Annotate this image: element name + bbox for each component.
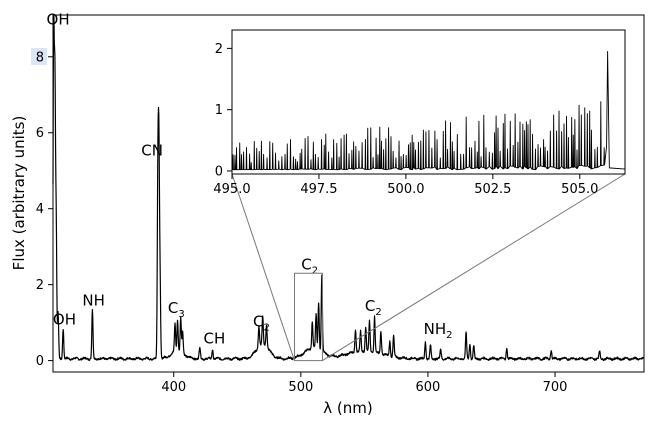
- main-plot-frame: [52, 14, 645, 373]
- tick-highlight: [31, 48, 47, 65]
- inset-y-tick-label: 1: [215, 103, 223, 118]
- band-label-subscript: 2: [446, 330, 452, 341]
- zoom-indicator: [231, 173, 626, 362]
- x-tick-label: 700: [543, 380, 568, 395]
- band-label-species: NH: [424, 320, 447, 338]
- inset-spectrum-group: [231, 51, 626, 171]
- inset-x-tick-label: 495.0: [213, 182, 250, 197]
- band-label-species: C: [301, 255, 311, 273]
- x-tick-label: 600: [416, 380, 441, 395]
- inset-plot-frame: [231, 29, 626, 175]
- band-label: C2: [253, 312, 270, 333]
- y-tick-label: 2: [36, 278, 44, 293]
- inset-y-axis: 0 1 2: [215, 42, 232, 179]
- y-tick-label: 8: [36, 50, 44, 65]
- x-tick-label: 500: [288, 380, 313, 395]
- main-x-axis: 400 500 600 700: [161, 372, 567, 395]
- x-tick-label: 400: [161, 380, 186, 395]
- main-spectrum-group: [52, 14, 645, 362]
- y-tick-label: 6: [36, 126, 44, 141]
- zoom-connector-right: [322, 173, 626, 362]
- inset-x-tick-label: 502.5: [474, 182, 511, 197]
- band-label-species: CN: [141, 142, 163, 160]
- band-label: C2: [301, 255, 318, 276]
- y-tick-label: 0: [36, 354, 44, 369]
- y-tick-label: 4: [36, 202, 44, 217]
- band-label-species: C: [365, 297, 375, 315]
- band-label: OH: [53, 311, 76, 329]
- band-label-species: C: [253, 312, 263, 330]
- band-label-subscript: 2: [375, 307, 381, 318]
- band-label: CN: [141, 142, 163, 160]
- inset-x-tick-label: 497.5: [300, 182, 337, 197]
- band-label: NH: [82, 292, 105, 310]
- inset-spectrum-line: [231, 51, 626, 171]
- band-label-subscript: 2: [263, 322, 269, 333]
- band-label-species: CH: [204, 330, 226, 348]
- band-label-subscript: 2: [312, 265, 318, 276]
- band-label-species: OH: [47, 10, 70, 28]
- band-label: NH2: [424, 320, 453, 341]
- inset-x-tick-label: 500.0: [387, 182, 424, 197]
- main-spectrum-line: [52, 14, 645, 362]
- main-y-axis: 0 2 4 6 8: [36, 50, 53, 369]
- band-label-species: C: [168, 299, 178, 317]
- band-label: OH: [47, 10, 70, 28]
- band-label: C2: [365, 297, 382, 318]
- inset-y-tick-label: 0: [215, 164, 223, 179]
- inset-x-axis: 495.0 497.5 500.0 502.5 505.0: [213, 174, 598, 197]
- zoom-box: [293, 272, 323, 362]
- inset-y-tick-label: 2: [215, 42, 223, 57]
- band-label-subscript: 3: [178, 309, 184, 320]
- band-label-species: OH: [53, 311, 76, 329]
- band-label: CH: [204, 330, 226, 348]
- band-label-species: NH: [82, 292, 105, 310]
- y-axis-label: Flux (arbitrary units): [10, 116, 28, 271]
- x-axis-label: λ (nm): [323, 399, 372, 417]
- inset-plot: 0 1 2 495.0 497.5 500.0 502.5 505.0: [213, 29, 626, 197]
- band-label: C3: [168, 299, 185, 320]
- zoom-connector-left: [231, 173, 295, 361]
- inset-x-tick-label: 505.0: [561, 182, 598, 197]
